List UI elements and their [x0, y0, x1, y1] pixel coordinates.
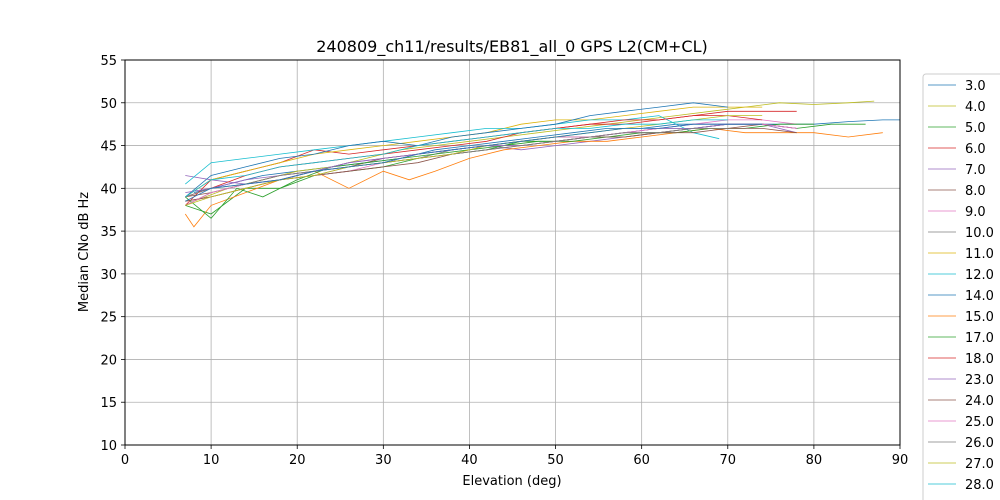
- y-tick-label: 15: [100, 396, 117, 411]
- series-line-14.0: [185, 102, 728, 198]
- x-ticks: 0 10 20 30 40 50 60 70 80 90: [121, 445, 908, 468]
- legend-entry: 26.0: [965, 436, 994, 451]
- x-tick-label: 20: [289, 453, 306, 468]
- legend-entry: 9.0: [965, 205, 986, 220]
- series-line-6.0: [185, 110, 797, 206]
- legend-entry: 12.0: [965, 268, 994, 283]
- series-line-18.0: [185, 115, 763, 198]
- legend-entry: 27.0: [965, 457, 994, 472]
- legend-entry: 3.0: [965, 79, 986, 94]
- legend-entry: 6.0: [965, 142, 986, 157]
- series-line-26.0: [185, 127, 728, 198]
- legend-entry: 14.0: [965, 289, 994, 304]
- grid: [124, 59, 901, 446]
- series-line-29.0: [185, 123, 763, 202]
- legend: 3.0 4.0 5.0 6.0 7.0 8.0 9.0 10.0 11.0 12.0 14.0 15.…: [922, 73, 1000, 500]
- legend-entry: 11.0: [965, 247, 994, 262]
- x-tick-label: 0: [121, 453, 129, 468]
- x-tick-label: 70: [720, 453, 737, 468]
- legend-entry: 23.0: [965, 373, 994, 388]
- legend-frame: [922, 73, 1000, 500]
- legend-entry: 5.0: [965, 121, 986, 136]
- series-line-28.0: [185, 119, 728, 198]
- y-tick-label: 25: [100, 311, 117, 326]
- legend-entry: 7.0: [965, 163, 986, 178]
- y-tick-label: 40: [100, 182, 117, 197]
- legend-entry: 25.0: [965, 415, 994, 430]
- y-tick-label: 10: [100, 439, 117, 454]
- y-tick-label: 50: [100, 97, 117, 112]
- x-tick-label: 30: [375, 453, 392, 468]
- series-line-5.0: [185, 123, 866, 215]
- series-line-17.0: [185, 123, 814, 219]
- y-tick-label: 30: [100, 268, 117, 283]
- series-line-4.0: [193, 100, 875, 202]
- y-ticks: 10 15 20 25 30 35 40 45 50 55: [100, 54, 125, 454]
- series-line-11.0: [185, 106, 763, 198]
- legend-entry: 15.0: [965, 310, 994, 325]
- y-tick-label: 45: [100, 140, 117, 155]
- legend-entry: 28.0: [965, 478, 994, 493]
- x-tick-label: 10: [203, 453, 220, 468]
- legend-entry: 17.0: [965, 331, 994, 346]
- chart-title: 240809_ch11/results/EB81_all_0 GPS L2(CM…: [316, 37, 708, 57]
- x-tick-label: 90: [892, 453, 909, 468]
- x-axis-label: Elevation (deg): [462, 474, 561, 489]
- legend-entry: 8.0: [965, 184, 986, 199]
- y-tick-label: 35: [100, 225, 117, 240]
- y-tick-label: 20: [100, 353, 117, 368]
- y-axis-label: Median CNo dB Hz: [77, 192, 92, 312]
- series-line-23.0: [185, 123, 797, 193]
- x-tick-label: 40: [461, 453, 478, 468]
- x-tick-label: 60: [633, 453, 650, 468]
- y-tick-label: 55: [100, 54, 117, 69]
- legend-entry: 24.0: [965, 394, 994, 409]
- legend-entry: 18.0: [965, 352, 994, 367]
- x-tick-label: 80: [806, 453, 823, 468]
- plot-frame: [124, 59, 901, 446]
- series-line-12.0: [185, 115, 720, 185]
- x-tick-label: 50: [547, 453, 564, 468]
- legend-entry: 4.0: [965, 100, 986, 115]
- series-line-15.0: [184, 127, 883, 228]
- legend-entry: 10.0: [965, 226, 994, 241]
- series-group: [184, 100, 900, 228]
